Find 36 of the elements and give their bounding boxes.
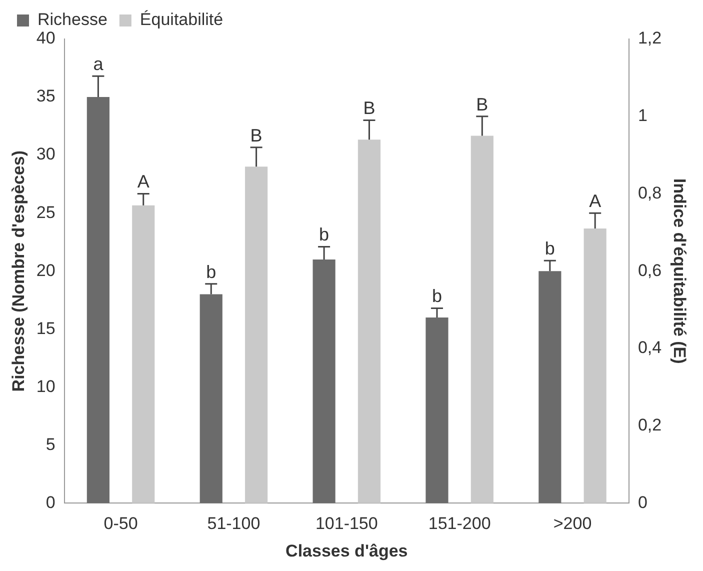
data-label: A	[589, 191, 602, 212]
y2-tick-label: 0	[638, 492, 648, 512]
y2-tick-label: 0,2	[638, 416, 662, 435]
data-label: B	[363, 98, 376, 118]
data-label: B	[476, 94, 488, 114]
y2-tick-label: 0,8	[638, 183, 662, 202]
x-tick-label: 0-50	[104, 514, 138, 534]
y-tick-label: 35	[36, 86, 56, 106]
y-tick-label: 15	[36, 318, 56, 338]
y-axis-title: Richesse (Nombre d'espèces)	[8, 150, 28, 392]
y2-tick-label: 1	[638, 106, 648, 126]
x-tick-label: >200	[553, 514, 592, 534]
x-tick-label: 101-150	[315, 514, 378, 534]
data-label: B	[250, 125, 262, 146]
data-label: b	[319, 224, 330, 245]
data-label: A	[137, 172, 150, 192]
y2-tick-label: 0,6	[638, 260, 662, 280]
y2-axis-title: Indice d'équitabilité (E)	[670, 178, 690, 364]
y-tick-label: 40	[36, 28, 56, 48]
y2-tick-label: 0,4	[638, 338, 662, 358]
data-label: b	[432, 286, 442, 306]
x-axis-title: Classes d'âges	[286, 541, 408, 560]
y-tick-label: 30	[36, 144, 56, 164]
y-tick-label: 0	[46, 492, 56, 512]
data-label: b	[544, 238, 555, 259]
data-label: b	[206, 262, 216, 282]
x-tick-label: 51-100	[207, 514, 260, 534]
y-tick-label: 25	[36, 202, 56, 222]
x-tick-label: 151-200	[428, 514, 491, 534]
y-tick-label: 10	[36, 376, 56, 396]
y2-tick-label: 1,2	[638, 28, 662, 48]
data-label: a	[93, 54, 104, 74]
legend-label: Équitabilité	[140, 10, 224, 30]
y-tick-label: 5	[46, 434, 56, 454]
legend-label: Richesse	[38, 10, 108, 30]
y-tick-label: 20	[36, 260, 56, 280]
